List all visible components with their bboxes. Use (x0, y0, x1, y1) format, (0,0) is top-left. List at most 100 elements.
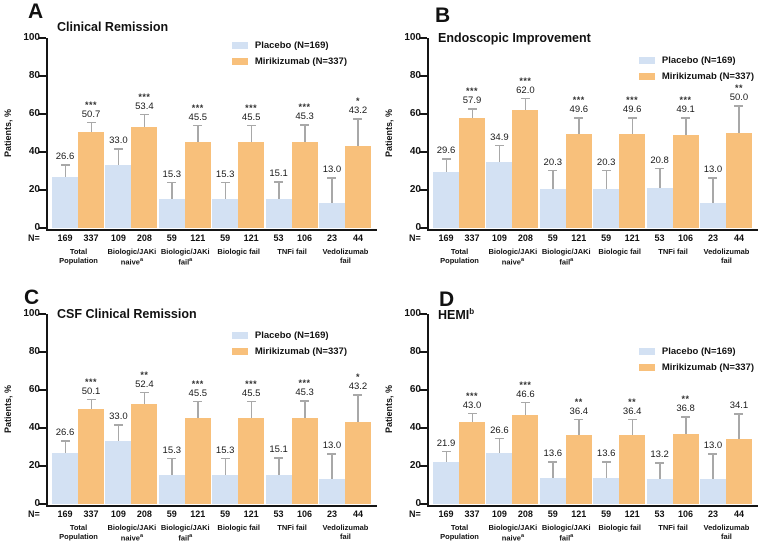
error-bar (357, 118, 359, 146)
bar-group: 13.6 36.4 ** (593, 314, 646, 504)
legend-label: Placebo (N=169) (661, 346, 736, 357)
error-bar (143, 391, 146, 405)
category-label-line: Population (59, 532, 98, 541)
error-bar-cap (327, 177, 337, 179)
bar-group: 21.9 43.0 *** (433, 314, 486, 504)
bar-mirikizumab (131, 404, 158, 504)
significance-label: *** (191, 378, 204, 389)
y-tick-label: 100 (404, 32, 421, 43)
category-label-line: Vedolizumab (322, 247, 369, 256)
error-bar (445, 158, 447, 172)
bar-placebo (318, 479, 345, 504)
error-bar-cap (601, 169, 611, 172)
bar-mirikizumab (131, 126, 158, 228)
y-tick-label: 20 (28, 460, 40, 471)
bar-placebo (52, 177, 78, 228)
plot-area: 26.6 50.1 *** 33.0 52.4 ** 15.3 45.5 *** 15.3 45.5… (48, 314, 376, 504)
error-bar-cap (708, 453, 718, 455)
n-prefix: N= (28, 509, 40, 519)
bar-group: 15.3 45.5 *** (158, 314, 212, 504)
value-label: 13.0 (703, 440, 723, 452)
error-bar (278, 181, 280, 200)
error-bar-cap (681, 117, 691, 119)
n-value: 53 (654, 233, 665, 243)
error-bar (171, 457, 173, 475)
n-value: 23 (707, 233, 718, 243)
bar-placebo (486, 453, 513, 504)
legend-swatch-mirikizumab (638, 364, 655, 371)
category-label: Vedolizumab fail (700, 523, 753, 543)
value-label: 46.6 (516, 388, 535, 400)
value-label: 26.6 (55, 151, 75, 163)
error-bar (250, 124, 253, 142)
y-tick-label: 40 (409, 146, 421, 157)
error-bar (524, 97, 527, 111)
panel-C: C CSF Clinical Remission Placebo (N=169) Mi… (0, 276, 381, 552)
legend-label: Mirikizumab (N=337) (254, 56, 347, 67)
legend-label: Mirikizumab (N=337) (254, 346, 347, 357)
significance-label: *** (84, 376, 97, 387)
bar-group: 15.1 45.3 *** (265, 38, 319, 228)
significance-label: * (355, 96, 360, 107)
error-bar (90, 398, 92, 409)
chart-title: HEMIb (438, 307, 475, 323)
y-tick-mark (420, 313, 427, 315)
error-bar (90, 121, 92, 132)
value-label: 15.3 (215, 168, 235, 180)
n-cell: 59 121 (159, 233, 212, 243)
value-label: 15.1 (269, 444, 288, 456)
chart-title: Clinical Remission (57, 20, 169, 34)
error-bar-cap (494, 144, 504, 147)
y-tick-label: 80 (28, 70, 40, 81)
n-value: 23 (326, 509, 337, 519)
y-tick-label: 40 (28, 422, 40, 433)
y-axis-label: Patients, % (381, 314, 397, 504)
error-bar-cap (655, 462, 665, 464)
n-value: 109 (110, 233, 126, 243)
legend-item: Placebo (N=169) (231, 40, 347, 51)
n-value: 106 (297, 233, 313, 243)
value-label: 13.0 (322, 440, 342, 452)
error-bar-cap (627, 117, 637, 119)
n-value: 53 (273, 509, 284, 519)
legend-label: Placebo (N=169) (254, 330, 329, 341)
value-label: 15.3 (162, 168, 182, 180)
y-tick-label: 0 (34, 498, 40, 509)
chart-title: CSF Clinical Remission (57, 307, 197, 321)
category-superscript: a (189, 257, 193, 263)
value-label: 15.3 (162, 444, 182, 456)
value-label: 15.3 (215, 444, 235, 456)
legend-item: Mirikizumab (N=337) (638, 362, 754, 373)
value-label: 57.9 (462, 95, 482, 107)
error-bar-cap (139, 113, 149, 116)
category-label-line: Biologic fail (217, 523, 260, 532)
n-value: 121 (624, 509, 640, 519)
legend-item: Mirikizumab (N=337) (231, 346, 347, 357)
value-label: 29.6 (436, 145, 456, 157)
category-row: Total Population Biologic/JAKi naivea Biolog… (48, 247, 376, 267)
category-row: Total Population Biologic/JAKi naivea Biolog… (429, 523, 757, 543)
error-bar-cap (113, 424, 123, 426)
bar-mirikizumab (672, 134, 699, 228)
bar-mirikizumab (619, 133, 646, 228)
bar-mirikizumab (78, 408, 104, 504)
bar-placebo (318, 203, 345, 228)
panel-letter: A (28, 0, 44, 23)
y-tick-mark (39, 313, 46, 315)
panel-B: B Endoscopic Improvement Placebo (N=169) Mi… (381, 0, 762, 276)
bar-group: 13.6 36.4 ** (539, 314, 593, 504)
value-label: 43.2 (348, 381, 368, 393)
panel-letter: B (435, 4, 451, 27)
error-bar (304, 400, 306, 418)
y-tick-mark (39, 351, 46, 353)
value-label: 52.4 (135, 378, 154, 390)
error-bar-cap (734, 105, 744, 107)
error-bar-cap (300, 124, 310, 126)
category-label: Total Population (433, 247, 486, 267)
y-tick-label: 40 (28, 146, 40, 157)
error-bar (64, 440, 66, 454)
bar-placebo (699, 479, 726, 504)
category-label-line: Biologic/JAKi (107, 247, 157, 256)
title-superscript: b (469, 307, 475, 316)
bar-mirikizumab (184, 141, 211, 228)
